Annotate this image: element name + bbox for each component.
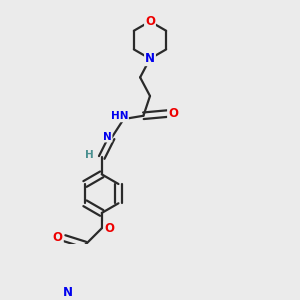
Text: O: O [53,231,63,244]
Text: H: H [85,150,94,160]
Text: O: O [104,222,114,235]
Text: HN: HN [110,111,128,122]
Text: N: N [62,286,73,299]
Text: N: N [145,52,155,65]
Text: O: O [168,107,178,120]
Text: N: N [103,132,112,142]
Text: O: O [145,15,155,28]
